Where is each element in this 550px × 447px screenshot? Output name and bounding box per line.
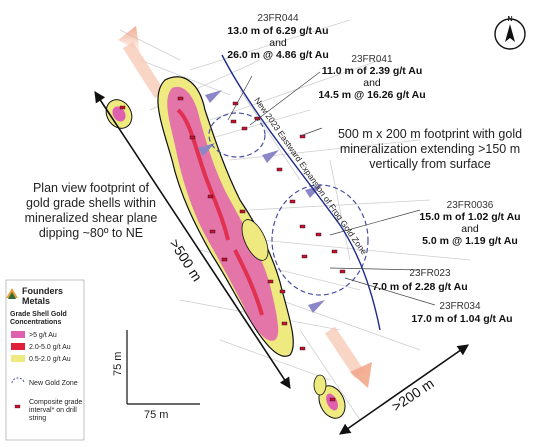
note-line: 500 m x 200 m footprint with gold (338, 127, 522, 141)
brand-line1: Founders (22, 286, 63, 296)
callout-23FR044: 23FR044 13.0 m of 6.29 g/t Au and 26.0 m… (227, 13, 328, 61)
callout-line1: 7.0 m of 2.28 g/t Au (372, 281, 467, 293)
callout-line2: 26.0 m @ 4.86 g/t Au (227, 49, 328, 61)
callout-23FR041: 23FR041 11.0 m of 2.39 g/t Au and 14.5 m… (318, 54, 425, 101)
callout-id: 23FR0036 (447, 200, 494, 211)
legend-item: 0.5-2.0 g/t Au (29, 356, 71, 363)
callout-id: 23FR034 (439, 301, 481, 312)
plan-note: Plan view footprint of gold grade shells… (25, 181, 158, 240)
dim-arrow-long (94, 91, 291, 389)
north-label: N (507, 16, 512, 23)
note-line: mineralized shear plane (25, 211, 158, 225)
note-line: gold grade shells within (26, 196, 156, 210)
scale-h-label: 75 m (144, 409, 168, 421)
dim-arrow-short (339, 344, 469, 435)
callout-line1: 13.0 m of 6.29 g/t Au (227, 25, 328, 37)
callout-line2: 5.0 m @ 1.19 g/t Au (422, 235, 518, 247)
callout-and: and (461, 223, 479, 235)
founders-logo-icon (6, 288, 18, 299)
scale-v-label: 75 m (112, 352, 124, 376)
legend-item: >5 g/t Au (29, 332, 57, 339)
callout-id: 23FR044 (257, 13, 299, 24)
dim-label-long: >500 m (166, 236, 205, 284)
callout-23FR0036: 23FR0036 15.0 m of 1.02 g/t Au and 5.0 m… (419, 200, 520, 247)
legend-new-zone: New Gold Zone (29, 380, 78, 387)
legend-title: Concentrations (10, 319, 61, 326)
note-line: vertically from surface (369, 157, 491, 171)
legend: Founders Metals Grade Shell Gold Concent… (5, 279, 85, 441)
footprint-note: 500 m x 200 m footprint with gold minera… (338, 127, 522, 171)
brand-line2: Metals (22, 296, 50, 306)
callout-and: and (363, 77, 381, 89)
callout-line1: 15.0 m of 1.02 g/t Au (419, 211, 520, 223)
callout-23FR034: 23FR034 17.0 m of 1.04 g/t Au (411, 301, 512, 325)
note-line: mineralization extending >150 m (340, 142, 520, 156)
callout-id: 23FR041 (351, 54, 393, 65)
callout-and: and (269, 37, 287, 49)
legend-item: 2.0-5.0 g/t Au (29, 344, 71, 351)
legend-composite: Composite grade (29, 399, 82, 406)
legend-composite: interval* on drill (29, 407, 77, 414)
legend-title: Grade Shell Gold (10, 311, 67, 318)
expansion-label: New 2023 Eastward Expansion of Frog Gold… (252, 95, 369, 256)
note-line: dipping ~80º to NE (39, 226, 143, 240)
grade-shells (105, 76, 346, 419)
callout-line2: 14.5 m @ 16.26 g/t Au (318, 89, 425, 101)
callout-line1: 17.0 m of 1.04 g/t Au (411, 313, 512, 325)
compass-icon: N (494, 16, 526, 50)
note-line: Plan view footprint of (33, 181, 150, 195)
callout-23FR023: 23FR023 7.0 m of 2.28 g/t Au (372, 268, 467, 293)
legend-composite: string (29, 415, 46, 422)
callout-line1: 11.0 m of 2.39 g/t Au (322, 65, 423, 77)
scale-bar: 75 m 75 m (112, 330, 200, 421)
callout-id: 23FR023 (409, 268, 451, 279)
